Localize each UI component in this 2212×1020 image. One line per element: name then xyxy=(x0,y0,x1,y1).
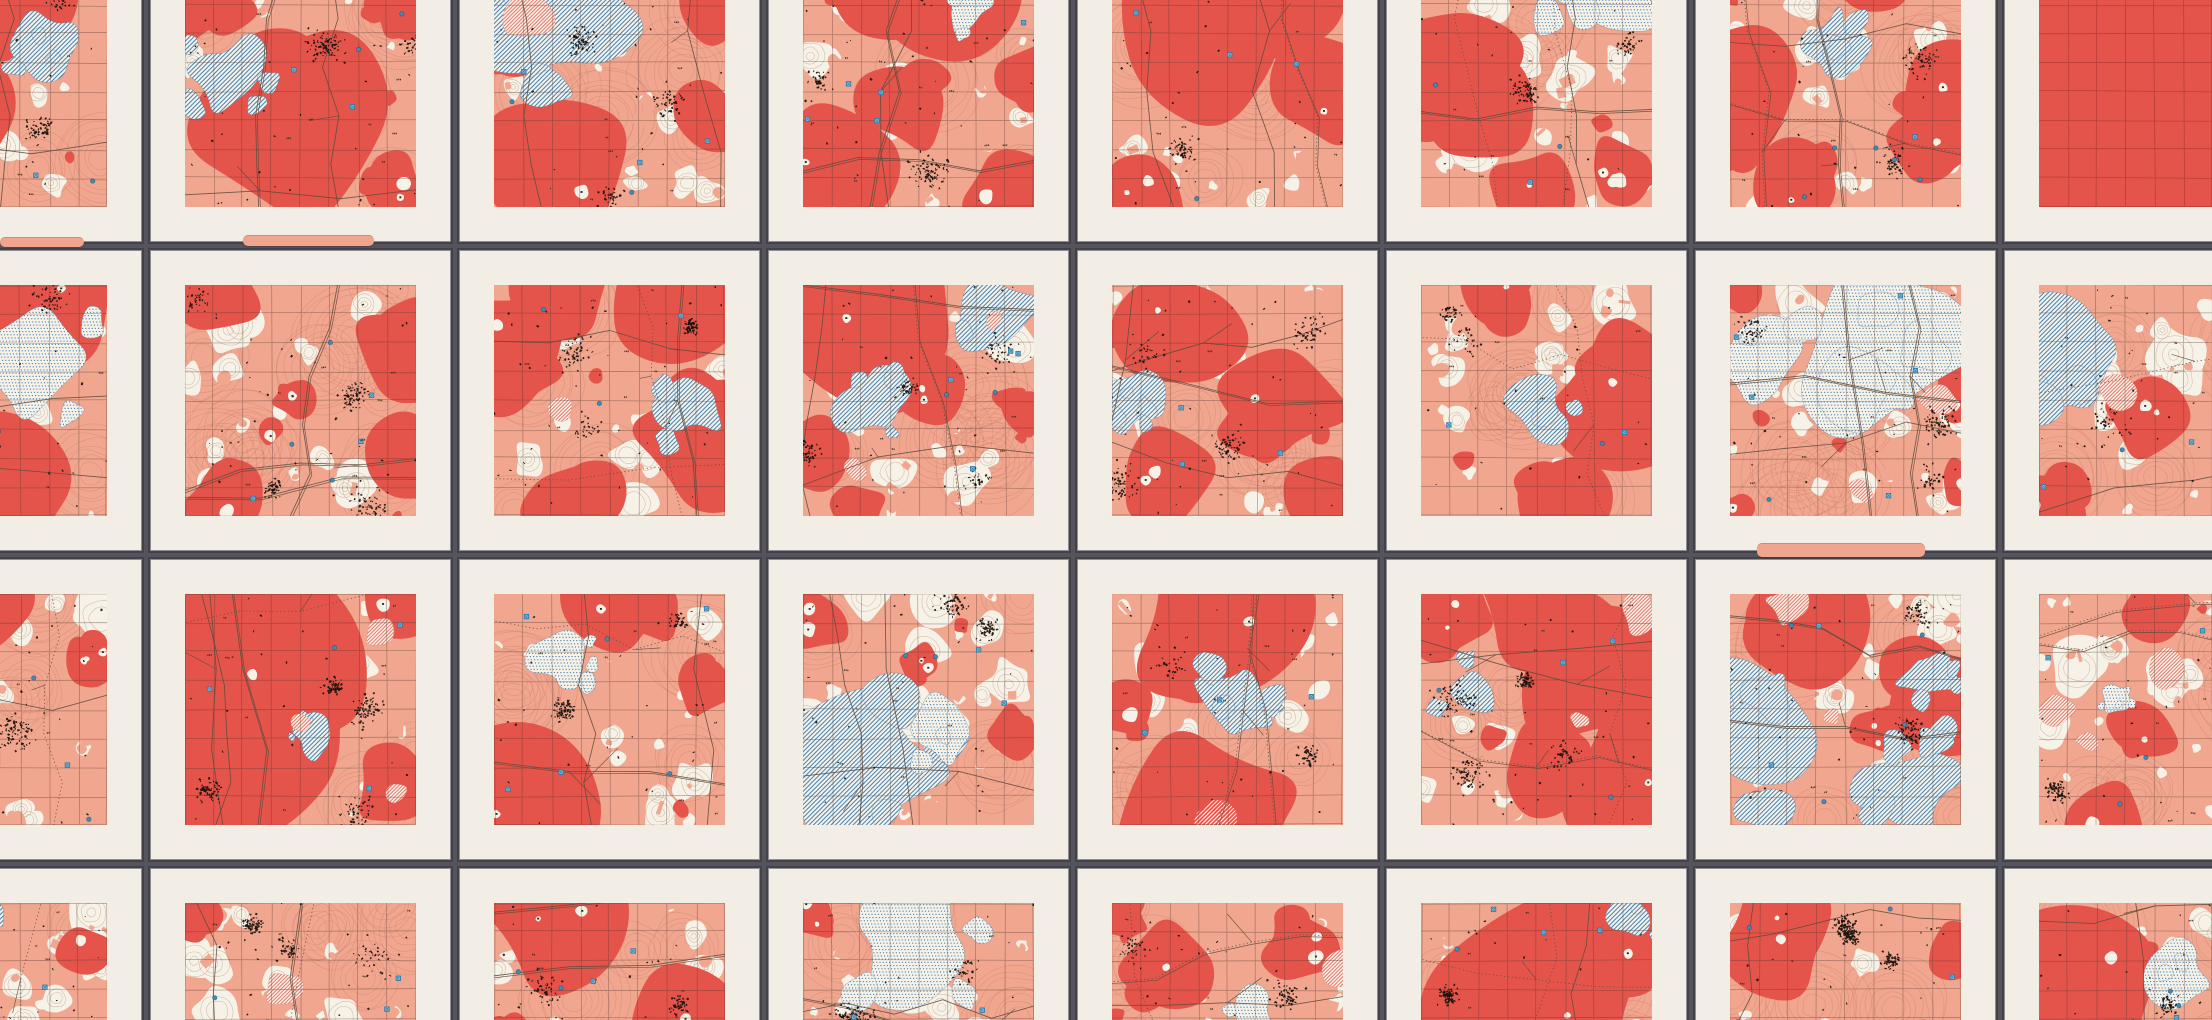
map-tile-r3c6 xyxy=(1696,869,1995,1020)
map-tile-r0c1 xyxy=(151,0,450,241)
map-tile-r1c3 xyxy=(769,251,1068,550)
map-art-canvas xyxy=(2039,903,2212,1020)
map-tile-r1c6 xyxy=(1696,251,1995,550)
map-tile-r0c5 xyxy=(1387,0,1686,241)
map-art-canvas xyxy=(1112,285,1343,516)
map-tile-r1c1 xyxy=(151,251,450,550)
map-art-canvas xyxy=(1421,0,1652,207)
map-tile-r2c2 xyxy=(460,560,759,859)
map-art-canvas xyxy=(1730,0,1961,207)
map-tile-r3c5 xyxy=(1387,869,1686,1020)
map-art-canvas xyxy=(494,594,725,825)
map-art-canvas xyxy=(803,0,1034,207)
map-tile-r0c4 xyxy=(1078,0,1377,241)
map-art-canvas xyxy=(1730,903,1961,1020)
map-art-canvas xyxy=(1112,594,1343,825)
map-art-canvas xyxy=(494,0,725,207)
map-art-canvas xyxy=(494,903,725,1020)
map-tile-r2c6 xyxy=(1696,560,1995,859)
paper-bleed-tab xyxy=(0,237,84,247)
map-art-canvas xyxy=(1730,285,1961,516)
map-tile-r3c4 xyxy=(1078,869,1377,1020)
map-art-canvas xyxy=(803,594,1034,825)
map-art-canvas xyxy=(1112,0,1343,207)
map-tile-r3c7 xyxy=(2005,869,2212,1020)
map-art-canvas xyxy=(185,285,416,516)
map-art-canvas xyxy=(2039,0,2212,207)
paper-bleed-tab xyxy=(1757,543,1925,557)
map-tile-r0c7 xyxy=(2005,0,2212,241)
map-art-canvas xyxy=(185,0,416,207)
map-tile-r2c7 xyxy=(2005,560,2212,859)
map-art-canvas xyxy=(1421,903,1652,1020)
map-tile-r3c2 xyxy=(460,869,759,1020)
map-tile-r2c0 xyxy=(0,560,141,859)
map-tile-r3c3 xyxy=(769,869,1068,1020)
map-tile-r1c4 xyxy=(1078,251,1377,550)
map-art-canvas xyxy=(0,903,107,1020)
map-tile-r0c3 xyxy=(769,0,1068,241)
map-tile-r2c5 xyxy=(1387,560,1686,859)
map-art-canvas xyxy=(803,285,1034,516)
map-art-canvas xyxy=(0,0,107,207)
map-tile-r1c7 xyxy=(2005,251,2212,550)
paper-bleed-tab xyxy=(243,235,374,246)
map-art-canvas xyxy=(1730,594,1961,825)
map-art-canvas xyxy=(1112,903,1343,1020)
map-art-canvas xyxy=(2039,594,2212,825)
map-art-canvas xyxy=(185,594,416,825)
map-art-canvas xyxy=(1421,594,1652,825)
map-art-canvas xyxy=(803,903,1034,1020)
map-tile-r1c0 xyxy=(0,251,141,550)
map-tile-r2c1 xyxy=(151,560,450,859)
map-art-canvas xyxy=(0,285,107,516)
map-tile-r1c2 xyxy=(460,251,759,550)
map-tile-r0c6 xyxy=(1696,0,1995,241)
map-art-canvas xyxy=(0,594,107,825)
map-tile-r0c0 xyxy=(0,0,141,241)
map-tile-r2c3 xyxy=(769,560,1068,859)
map-tile-r0c2 xyxy=(460,0,759,241)
map-tile-r3c0 xyxy=(0,869,141,1020)
map-art-canvas xyxy=(2039,285,2212,516)
map-art-canvas xyxy=(185,903,416,1020)
map-art-canvas xyxy=(1421,285,1652,516)
map-tile-r2c4 xyxy=(1078,560,1377,859)
map-tile-r3c1 xyxy=(151,869,450,1020)
map-tile-r1c5 xyxy=(1387,251,1686,550)
map-art-canvas xyxy=(494,285,725,516)
